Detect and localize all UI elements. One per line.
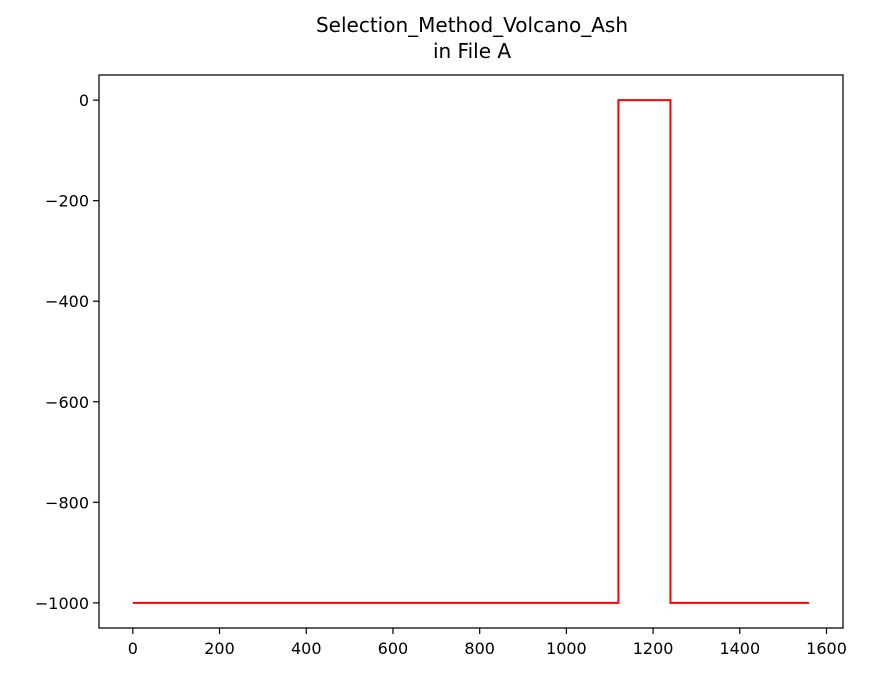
x-tick-label: 200 xyxy=(204,639,235,658)
x-tick-label: 1200 xyxy=(633,639,674,658)
chart-title-line2: in File A xyxy=(432,39,512,63)
x-tick-label: 1000 xyxy=(546,639,587,658)
axes-frame xyxy=(98,74,844,629)
y-tick-label: −800 xyxy=(45,493,89,512)
chart-title: Selection_Method_Volcano_Ash in File A xyxy=(0,12,869,64)
x-tick-label: 1600 xyxy=(806,639,847,658)
series-line-0 xyxy=(132,99,810,604)
x-tick-label: 800 xyxy=(464,639,495,658)
y-tick-label: −400 xyxy=(45,292,89,311)
y-tick-label: −1000 xyxy=(35,594,89,613)
y-tick-label: −200 xyxy=(45,192,89,211)
ticks-layer: 0 200 400 600 800 1000 1200 1400 1600 0 −200 −400 −6… xyxy=(35,91,847,658)
series-layer xyxy=(132,99,810,604)
y-tick-label: −600 xyxy=(45,393,89,412)
y-tick-label: 0 xyxy=(79,91,89,110)
x-tick-label: 0 xyxy=(128,639,138,658)
chart-title-line1: Selection_Method_Volcano_Ash xyxy=(315,13,629,37)
x-tick-label: 600 xyxy=(378,639,409,658)
x-tick-label: 400 xyxy=(291,639,322,658)
x-tick-label: 1400 xyxy=(719,639,760,658)
